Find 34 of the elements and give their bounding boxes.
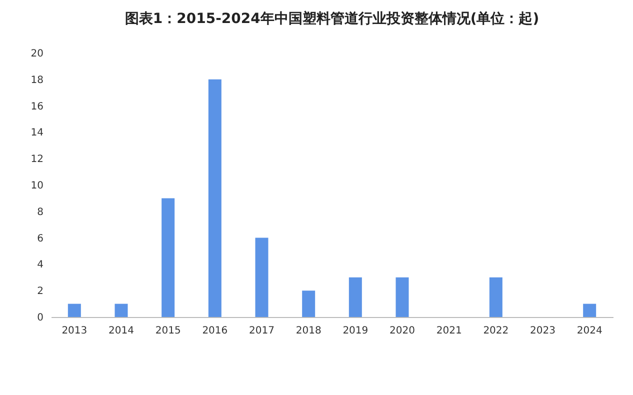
x-tick-label: 2015 (155, 326, 181, 336)
x-tick-label: 2016 (202, 326, 228, 336)
bar (583, 304, 596, 317)
x-tick-label: 2013 (62, 326, 88, 336)
y-tick-label: 12 (30, 154, 44, 166)
bar (162, 198, 175, 317)
x-tick-label: 2022 (483, 326, 509, 336)
y-tick-label: 4 (37, 260, 44, 271)
bar (489, 277, 502, 317)
y-tick-label: 6 (37, 233, 44, 244)
y-tick-label: 0 (37, 312, 44, 324)
chart-title: 图表1：2015-2024年中国塑料管道行业投资整体情况(单位：起) (124, 10, 540, 27)
bar (302, 290, 316, 317)
bar (68, 304, 81, 317)
y-tick-label: 14 (30, 128, 44, 139)
y-tick-label: 20 (30, 48, 44, 60)
y-tick-label: 10 (30, 180, 44, 192)
x-tick-label: 2020 (390, 326, 415, 336)
bar (114, 304, 128, 317)
y-tick-label: 16 (30, 101, 44, 112)
bar (396, 277, 409, 317)
x-tick-label: 2019 (342, 326, 368, 336)
bar (255, 238, 268, 317)
y-tick-label: 2 (37, 286, 44, 298)
x-tick-label: 2023 (530, 326, 556, 336)
x-tick-label: 2017 (249, 326, 274, 336)
bar (208, 79, 222, 317)
x-tick-label: 2014 (108, 326, 134, 336)
bar (348, 277, 362, 317)
x-tick-label: 2021 (436, 326, 462, 336)
y-tick-label: 8 (37, 206, 44, 218)
y-tick-label: 18 (30, 74, 44, 86)
x-tick-label: 2024 (576, 326, 602, 336)
x-tick-label: 2018 (296, 326, 322, 336)
